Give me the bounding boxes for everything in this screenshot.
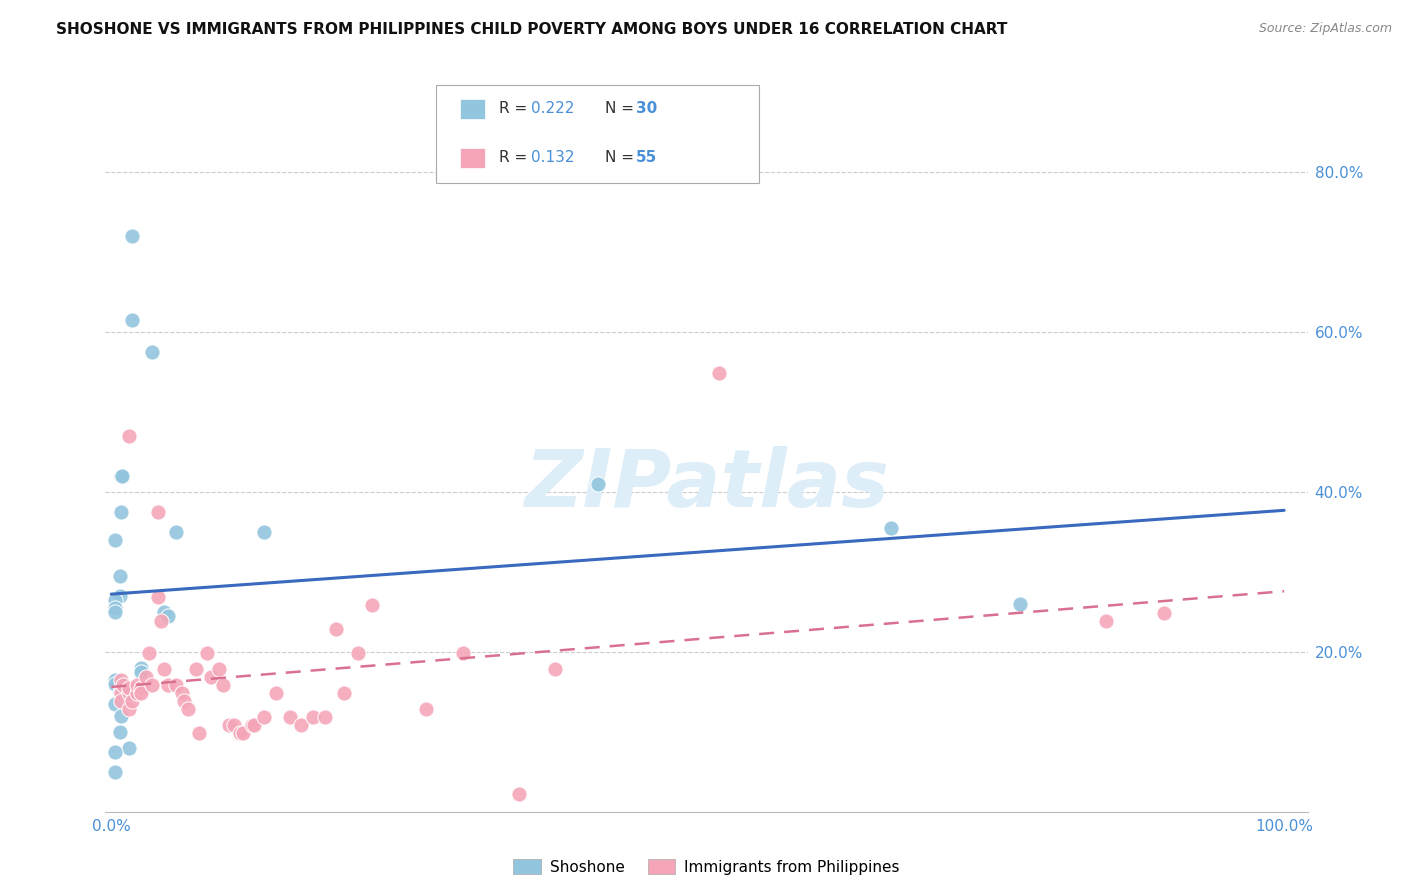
- Point: [111, 468, 134, 483]
- Point: [880, 521, 903, 535]
- Point: [148, 505, 170, 519]
- Point: [104, 677, 127, 691]
- Point: [129, 661, 152, 675]
- Point: [156, 678, 179, 692]
- Point: [415, 702, 437, 716]
- Point: [141, 678, 163, 692]
- Point: [121, 694, 143, 708]
- Text: 0.132: 0.132: [531, 151, 575, 165]
- Point: [118, 702, 141, 716]
- Point: [232, 726, 254, 740]
- Point: [332, 686, 354, 700]
- Text: 55: 55: [636, 151, 657, 165]
- Text: 30: 30: [636, 102, 657, 116]
- Point: [104, 764, 127, 779]
- Point: [108, 569, 131, 583]
- Point: [104, 745, 127, 759]
- Point: [108, 685, 131, 699]
- Point: [129, 686, 152, 700]
- Point: [508, 787, 530, 801]
- Point: [118, 681, 141, 695]
- Point: [200, 670, 222, 684]
- Point: [121, 313, 143, 327]
- Point: [127, 686, 149, 700]
- Point: [135, 670, 157, 684]
- Text: ZIPatlas: ZIPatlas: [524, 446, 889, 524]
- Point: [108, 724, 131, 739]
- Text: Source: ZipAtlas.com: Source: ZipAtlas.com: [1258, 22, 1392, 36]
- Text: 0.222: 0.222: [531, 102, 575, 116]
- Point: [129, 665, 152, 679]
- Point: [208, 662, 231, 676]
- Point: [290, 718, 312, 732]
- Point: [165, 678, 187, 692]
- Point: [118, 429, 141, 443]
- Point: [188, 726, 211, 740]
- Point: [112, 678, 135, 692]
- Point: [184, 662, 207, 676]
- Text: R =: R =: [499, 102, 533, 116]
- Point: [110, 673, 132, 687]
- Point: [229, 726, 252, 740]
- Point: [110, 681, 132, 695]
- Point: [104, 592, 127, 607]
- Point: [121, 228, 143, 243]
- Point: [218, 718, 240, 732]
- Point: [1010, 597, 1032, 611]
- Point: [240, 718, 263, 732]
- Point: [346, 646, 368, 660]
- Point: [138, 646, 160, 660]
- Point: [170, 686, 193, 700]
- Point: [707, 367, 730, 381]
- Point: [451, 646, 474, 660]
- Point: [129, 681, 152, 695]
- Point: [141, 344, 163, 359]
- Point: [118, 686, 141, 700]
- Point: [314, 710, 336, 724]
- Point: [253, 710, 276, 724]
- Point: [153, 605, 176, 619]
- Point: [110, 505, 132, 519]
- Point: [104, 605, 127, 619]
- Point: [197, 646, 219, 660]
- Point: [104, 697, 127, 711]
- Point: [360, 599, 382, 613]
- Point: [110, 468, 132, 483]
- Point: [153, 662, 176, 676]
- Point: [586, 476, 609, 491]
- Point: [165, 524, 187, 539]
- Point: [148, 591, 170, 605]
- Point: [302, 710, 325, 724]
- Point: [108, 589, 131, 603]
- Point: [104, 600, 127, 615]
- Text: SHOSHONE VS IMMIGRANTS FROM PHILIPPINES CHILD POVERTY AMONG BOYS UNDER 16 CORREL: SHOSHONE VS IMMIGRANTS FROM PHILIPPINES …: [56, 22, 1008, 37]
- Point: [264, 686, 287, 700]
- Point: [110, 686, 132, 700]
- Point: [110, 694, 132, 708]
- Point: [1153, 607, 1175, 621]
- Text: R =: R =: [499, 151, 533, 165]
- Point: [104, 673, 127, 687]
- Text: N =: N =: [605, 102, 638, 116]
- Legend: Shoshone, Immigrants from Philippines: Shoshone, Immigrants from Philippines: [508, 853, 905, 880]
- Point: [149, 615, 172, 629]
- Point: [110, 708, 132, 723]
- Point: [325, 623, 347, 637]
- Point: [278, 710, 301, 724]
- Text: N =: N =: [605, 151, 638, 165]
- Point: [127, 678, 149, 692]
- Point: [253, 524, 276, 539]
- Point: [224, 718, 246, 732]
- Point: [104, 533, 127, 547]
- Point: [176, 702, 198, 716]
- Point: [243, 718, 266, 732]
- Point: [211, 678, 233, 692]
- Point: [543, 662, 565, 676]
- Point: [118, 740, 141, 755]
- Point: [173, 694, 195, 708]
- Point: [156, 608, 179, 623]
- Point: [1095, 615, 1118, 629]
